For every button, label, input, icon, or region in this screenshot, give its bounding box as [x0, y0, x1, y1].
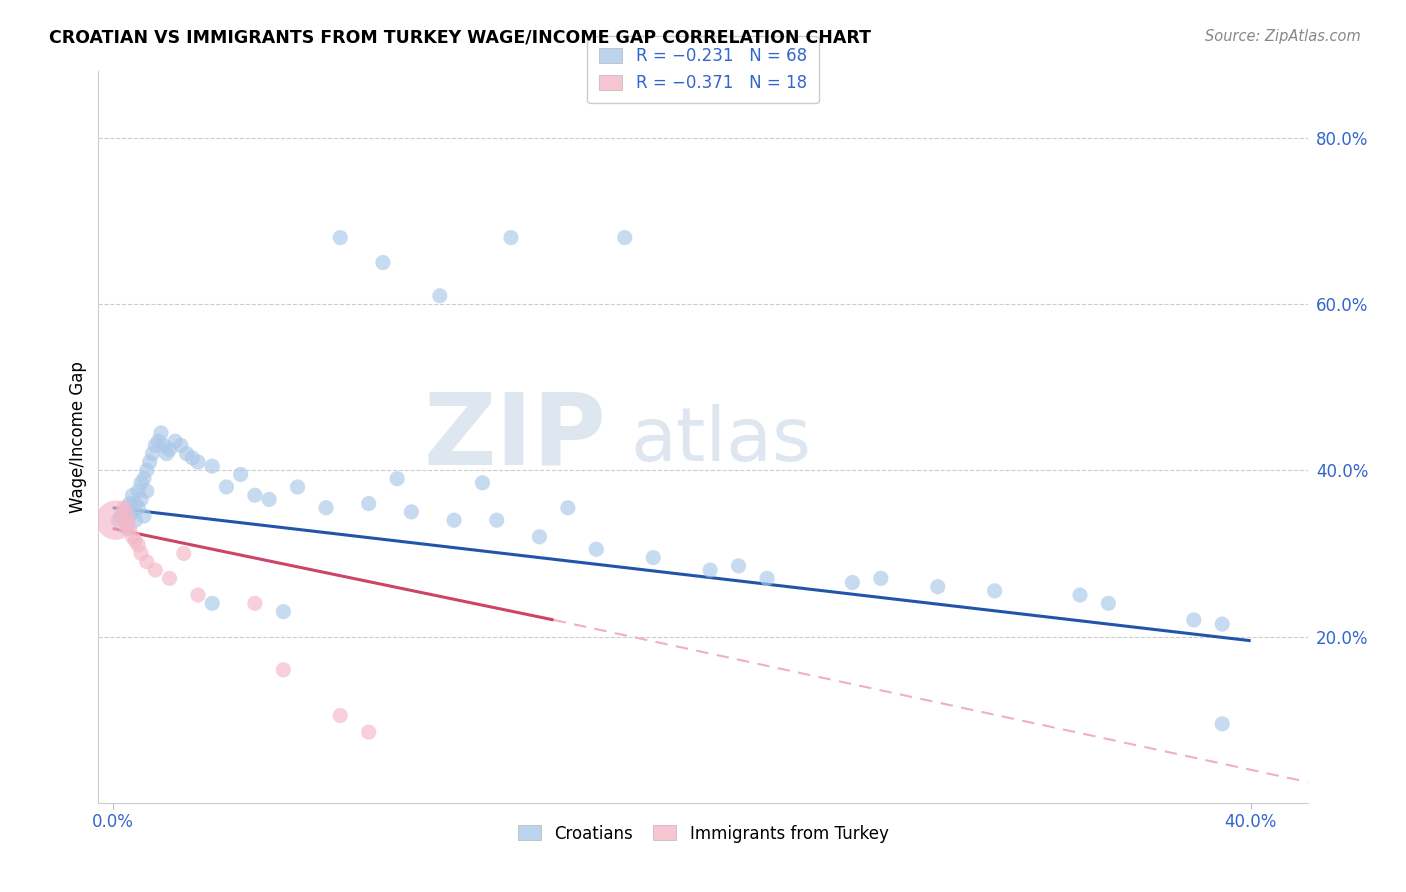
Point	[118, 521, 141, 535]
Text: Source: ZipAtlas.com: Source: ZipAtlas.com	[1205, 29, 1361, 44]
Point	[229, 467, 252, 482]
Point	[371, 255, 394, 269]
Point	[107, 513, 129, 527]
Point	[841, 575, 863, 590]
Point	[143, 563, 166, 577]
Point	[153, 438, 176, 452]
Point	[201, 596, 224, 610]
Point	[112, 500, 135, 515]
Point	[215, 480, 238, 494]
Point	[273, 663, 295, 677]
Text: CROATIAN VS IMMIGRANTS FROM TURKEY WAGE/INCOME GAP CORRELATION CHART: CROATIAN VS IMMIGRANTS FROM TURKEY WAGE/…	[49, 29, 872, 46]
Point	[112, 505, 135, 519]
Point	[176, 447, 198, 461]
Point	[643, 550, 665, 565]
Point	[443, 513, 465, 527]
Point	[132, 509, 155, 524]
Point	[1182, 613, 1205, 627]
Point	[287, 480, 309, 494]
Point	[613, 230, 636, 244]
Point	[118, 497, 141, 511]
Point	[385, 472, 408, 486]
Point	[983, 583, 1005, 598]
Point	[129, 546, 152, 560]
Point	[201, 459, 224, 474]
Point	[557, 500, 579, 515]
Point	[187, 588, 209, 602]
Point	[129, 475, 152, 490]
Point	[357, 725, 380, 739]
Point	[110, 509, 132, 524]
Point	[499, 230, 522, 244]
Text: ZIP: ZIP	[423, 389, 606, 485]
Legend: Croatians, Immigrants from Turkey: Croatians, Immigrants from Turkey	[510, 818, 896, 849]
Point	[927, 580, 949, 594]
Point	[124, 497, 146, 511]
Point	[115, 517, 138, 532]
Point	[485, 513, 508, 527]
Point	[1097, 596, 1119, 610]
Y-axis label: Wage/Income Gap: Wage/Income Gap	[69, 361, 87, 513]
Point	[115, 521, 138, 535]
Point	[1211, 716, 1233, 731]
Point	[699, 563, 721, 577]
Point	[273, 605, 295, 619]
Point	[159, 571, 181, 585]
Point	[187, 455, 209, 469]
Point	[315, 500, 337, 515]
Point	[329, 708, 352, 723]
Point	[401, 505, 423, 519]
Point	[124, 513, 146, 527]
Point	[129, 492, 152, 507]
Point	[156, 447, 179, 461]
Point	[585, 542, 607, 557]
Point	[146, 434, 169, 449]
Point	[127, 538, 149, 552]
Point	[104, 513, 127, 527]
Point	[138, 455, 160, 469]
Point	[132, 472, 155, 486]
Point	[121, 505, 143, 519]
Point	[529, 530, 551, 544]
Point	[471, 475, 494, 490]
Point	[1211, 617, 1233, 632]
Point	[181, 450, 204, 465]
Point	[243, 488, 266, 502]
Point	[118, 509, 141, 524]
Point	[357, 497, 380, 511]
Point	[135, 484, 157, 499]
Point	[135, 463, 157, 477]
Point	[243, 596, 266, 610]
Point	[429, 289, 451, 303]
Point	[173, 546, 195, 560]
Point	[115, 500, 138, 515]
Point	[756, 571, 779, 585]
Point	[141, 447, 163, 461]
Point	[257, 492, 280, 507]
Point	[143, 438, 166, 452]
Point	[1069, 588, 1091, 602]
Point	[869, 571, 891, 585]
Point	[727, 558, 749, 573]
Point	[121, 488, 143, 502]
Text: atlas: atlas	[630, 404, 811, 477]
Point	[110, 509, 132, 524]
Point	[121, 530, 143, 544]
Point	[159, 442, 181, 457]
Point	[170, 438, 193, 452]
Point	[124, 533, 146, 548]
Point	[329, 230, 352, 244]
Point	[165, 434, 187, 449]
Point	[127, 484, 149, 499]
Point	[135, 555, 157, 569]
Point	[150, 425, 173, 440]
Point	[127, 500, 149, 515]
